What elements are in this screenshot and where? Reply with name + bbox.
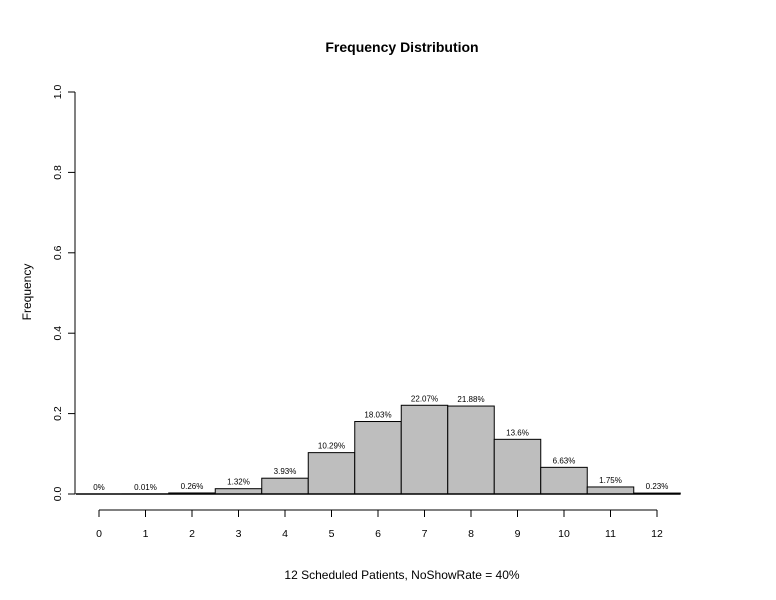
bar-5	[307, 452, 356, 495]
y-tick-label: 0.4	[52, 326, 64, 341]
x-tick-label: 10	[558, 528, 570, 540]
bar-label-2: 0.26%	[181, 482, 204, 491]
bar-8	[447, 405, 495, 495]
x-tick-label: 9	[515, 528, 521, 540]
bar-label-6: 18.03%	[364, 411, 391, 420]
bars-group	[75, 404, 681, 495]
x-tick-label: 11	[605, 528, 616, 540]
bar-labels-group: 0% 0.01% 0.26% 1.32% 3.93% 10.29% 18.03% 22.07%…	[93, 394, 668, 492]
bar-4	[261, 477, 309, 495]
bar-label-11: 1.75%	[599, 476, 622, 485]
bar-label-1: 0.01%	[134, 483, 157, 492]
y-tick-label: 1.0	[52, 85, 64, 100]
bar-label-8: 21.88%	[457, 395, 484, 404]
bar-11	[586, 486, 635, 495]
x-tick-label: 12	[651, 528, 663, 540]
x-axis: 0 1 2 3 4 5 6 7 8 9 10 11 12	[96, 509, 663, 540]
bar-7	[400, 404, 449, 495]
bar-label-12: 0.23%	[646, 482, 669, 491]
x-tick-label: 4	[282, 528, 288, 540]
x-tick-label: 8	[468, 528, 474, 540]
bar-9	[493, 438, 542, 495]
x-tick-label: 3	[236, 528, 242, 540]
bar-label-0: 0%	[93, 483, 105, 492]
y-tick-label: 0.0	[52, 487, 64, 502]
bar-6	[354, 421, 402, 495]
bar-label-3: 1.32%	[227, 478, 250, 487]
x-axis-title: 12 Scheduled Patients, NoShowRate = 40%	[284, 568, 519, 582]
bar-label-10: 6.63%	[553, 456, 576, 465]
chart-title: Frequency Distribution	[325, 39, 478, 55]
bar-label-5: 10.29%	[318, 442, 345, 451]
y-axis-title: Frequency	[20, 264, 34, 321]
y-tick-label: 0.8	[52, 165, 64, 180]
bar-label-4: 3.93%	[274, 467, 297, 476]
x-tick-label: 7	[422, 528, 428, 540]
bar-10	[540, 466, 588, 495]
bar-3	[214, 488, 263, 495]
bar-label-7: 22.07%	[411, 394, 438, 403]
y-tick-label: 0.2	[52, 406, 64, 421]
x-tick-label: 5	[329, 528, 335, 540]
x-tick-label: 1	[143, 528, 149, 540]
x-tick-label: 0	[96, 528, 102, 540]
y-axis: 0.0 0.2 0.4 0.6 0.8 1.0	[52, 85, 76, 502]
bar-label-9: 13.6%	[506, 428, 529, 437]
x-tick-label: 2	[189, 528, 195, 540]
x-tick-label: 6	[375, 528, 381, 540]
y-tick-label: 0.6	[52, 245, 64, 260]
